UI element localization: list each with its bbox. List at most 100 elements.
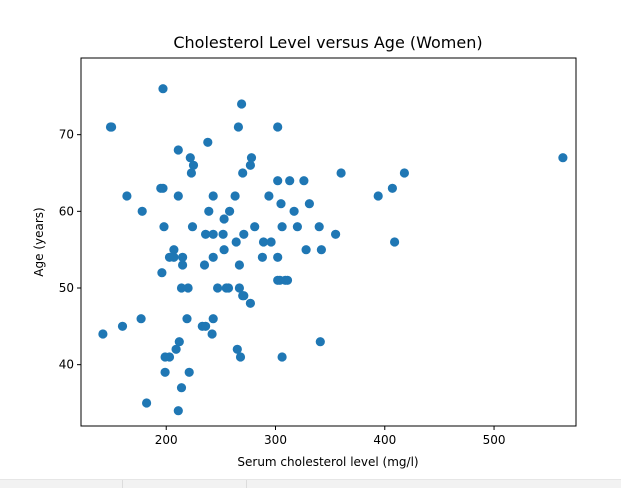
y-tick-label: 60 [59, 204, 74, 218]
strip-divider [122, 480, 123, 488]
data-point [316, 245, 326, 255]
data-point [208, 252, 218, 262]
data-point [275, 275, 285, 285]
data-point [171, 344, 181, 354]
data-point [331, 229, 341, 239]
data-point [239, 291, 249, 301]
data-point [292, 222, 302, 232]
data-point [204, 206, 214, 216]
data-point [173, 406, 183, 416]
data-point [208, 191, 218, 201]
data-point [173, 145, 183, 155]
data-point [225, 206, 235, 216]
data-point [273, 122, 283, 132]
plot-area [80, 57, 577, 427]
data-point [314, 222, 324, 232]
data-point [178, 252, 188, 262]
data-point [250, 222, 260, 232]
data-point [230, 191, 240, 201]
data-points [98, 84, 568, 416]
data-point [203, 137, 213, 147]
data-point [185, 153, 195, 163]
y-tick-label: 40 [59, 358, 74, 372]
data-point [174, 337, 184, 347]
data-point [235, 352, 246, 362]
data-point [289, 206, 299, 216]
y-tick-label: 50 [59, 281, 74, 295]
data-point [187, 222, 198, 232]
bottom-strip [0, 479, 621, 488]
y-tick-label: 70 [59, 128, 74, 142]
data-point [387, 183, 397, 193]
data-point [221, 283, 231, 293]
data-point [232, 344, 242, 354]
data-point [273, 252, 283, 262]
data-point [233, 122, 243, 132]
data-point [184, 367, 194, 377]
data-point [390, 237, 400, 247]
chart-title: Cholesterol Level versus Age (Women) [173, 33, 482, 52]
data-point [234, 283, 244, 293]
data-point [117, 321, 128, 331]
data-point [245, 298, 255, 308]
data-point [157, 268, 167, 278]
data-point [304, 199, 314, 209]
data-point [186, 168, 196, 178]
data-point [285, 176, 295, 186]
data-point [164, 252, 175, 262]
data-point [183, 283, 193, 293]
data-point [258, 237, 269, 247]
data-point [245, 160, 255, 170]
data-point [137, 206, 147, 216]
data-point [107, 122, 117, 132]
y-axis-ticks: 40 50 60 70 [59, 128, 81, 372]
data-point [98, 329, 108, 339]
data-point [199, 260, 210, 270]
data-point [219, 214, 229, 224]
data-point [160, 367, 170, 377]
data-point [122, 191, 132, 201]
data-point [218, 229, 228, 239]
strip-divider [246, 480, 247, 488]
data-point [173, 191, 183, 201]
x-tick-label: 400 [373, 433, 396, 447]
data-point [301, 245, 311, 255]
data-point [169, 245, 179, 255]
data-point [160, 352, 170, 362]
data-point [219, 245, 229, 255]
data-point [239, 229, 249, 239]
data-point [201, 321, 211, 331]
data-point [213, 283, 223, 293]
data-point [142, 398, 152, 408]
data-point [208, 229, 218, 239]
x-tick-label: 200 [155, 433, 178, 447]
data-point [237, 99, 247, 109]
x-tick-label: 500 [483, 433, 506, 447]
data-point [336, 168, 346, 178]
data-point [558, 153, 568, 163]
data-point [208, 314, 218, 324]
data-point [238, 168, 248, 178]
data-point [176, 383, 187, 393]
data-point [277, 352, 287, 362]
x-axis-title: Serum cholesterol level (mg/l) [237, 455, 418, 469]
data-point [201, 229, 211, 239]
data-point [315, 337, 325, 347]
data-point [234, 260, 244, 270]
y-axis-title: Age (years) [32, 207, 46, 276]
x-axis-ticks: 200 300 400 500 [155, 426, 506, 447]
data-point [158, 84, 168, 94]
data-point [159, 222, 169, 232]
data-point [156, 183, 166, 193]
data-point [176, 283, 187, 293]
data-point [276, 199, 286, 209]
data-point [207, 329, 217, 339]
data-point [299, 176, 309, 186]
data-point [246, 153, 257, 163]
data-point [178, 260, 188, 270]
data-point [273, 176, 283, 186]
data-point [257, 252, 267, 262]
data-point [373, 191, 383, 201]
data-point [231, 237, 241, 247]
data-point [136, 314, 146, 324]
